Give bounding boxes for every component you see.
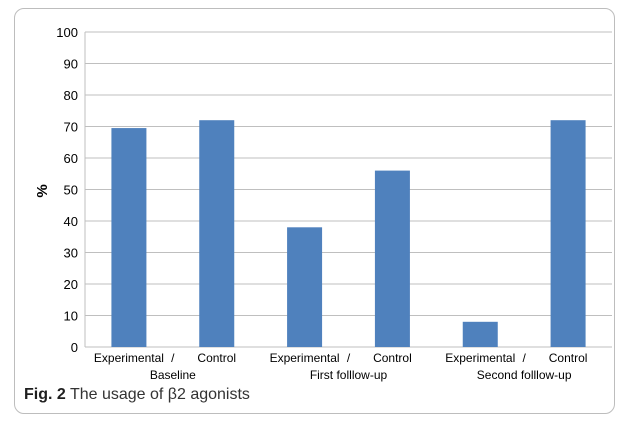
figure-number: Fig. 2 (24, 386, 66, 403)
bar (287, 227, 323, 347)
bars (111, 120, 586, 347)
y-tick-label: 40 (64, 214, 78, 229)
bar (550, 120, 586, 347)
y-tick-label: 50 (64, 183, 78, 198)
category-label: Control (549, 351, 588, 365)
bar (374, 170, 410, 347)
y-tick-label: 60 (64, 151, 78, 166)
y-tick-label: 90 (64, 57, 78, 72)
group-labels: / Baseline / First folllow-up / Second folllo… (150, 351, 572, 382)
y-tick-label: 0 (71, 340, 78, 355)
bar (111, 128, 147, 347)
group-label: First folllow-up (310, 368, 388, 382)
y-tick-label: 80 (64, 88, 78, 103)
category-label: Control (373, 351, 412, 365)
caption-text: The usage of β2 agonists (69, 386, 250, 403)
category-labels: Experimental Control Experimental Control Ex… (94, 351, 588, 365)
y-tick-label: 20 (64, 277, 78, 292)
category-label: Experimental (270, 351, 340, 365)
y-axis-label: % (34, 184, 51, 197)
group-separator: / (522, 351, 526, 365)
y-tick-label: 10 (64, 309, 78, 324)
chart-frame (14, 8, 615, 414)
y-axis-ticks: 0 10 20 30 40 50 60 70 80 90 100 (56, 25, 78, 355)
y-tick-label: 70 (64, 120, 78, 135)
category-label: Control (197, 351, 236, 365)
group-label: Second folllow-up (477, 368, 572, 382)
gridlines (84, 31, 612, 348)
category-label: Experimental (94, 351, 164, 365)
y-tick-label: 100 (56, 25, 78, 40)
bar (462, 321, 498, 347)
category-label: Experimental (445, 351, 515, 365)
group-label: Baseline (150, 368, 196, 382)
group-separator: / (171, 351, 175, 365)
bar-chart: 0 10 20 30 40 50 60 70 80 90 100 % Experimental Con… (34, 25, 612, 382)
bar (199, 120, 235, 347)
group-separator: / (347, 351, 351, 365)
y-tick-label: 30 (64, 246, 78, 261)
figure-caption: Fig. 2 The usage of β2 agonists (24, 386, 250, 404)
